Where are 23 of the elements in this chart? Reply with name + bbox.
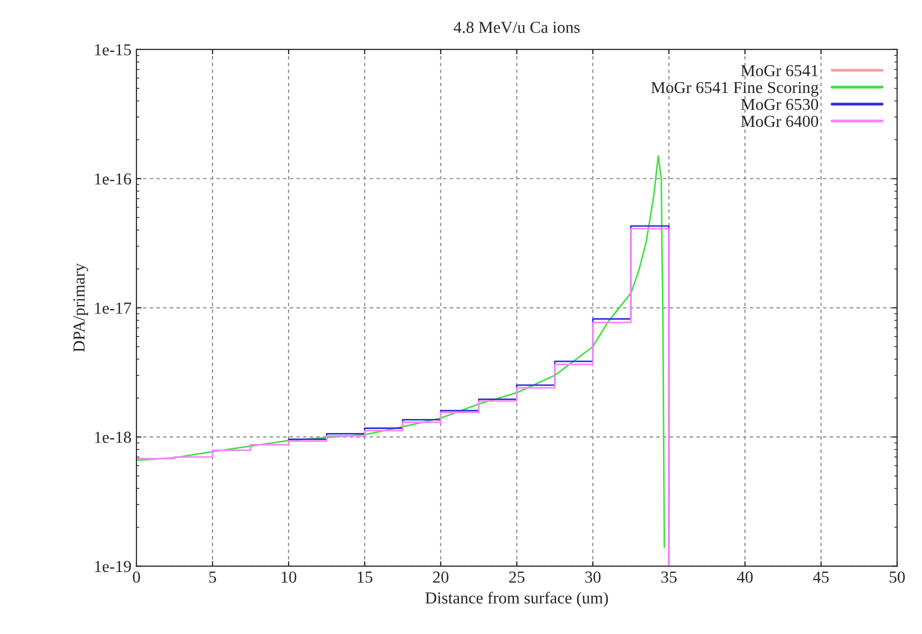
x-tick-label: 30 [585, 572, 601, 583]
y-tick-label: 1e-15 [95, 44, 131, 56]
legend-label: MoGr 6541 [741, 65, 818, 76]
x-tick-label: 20 [433, 572, 448, 583]
y-tick-label: 1e-18 [95, 432, 131, 443]
x-tick-label: 35 [661, 572, 677, 583]
legend-label: MoGr 6400 [741, 116, 818, 127]
x-axis-title: Distance from surface (um) [425, 592, 608, 607]
x-tick-label: 25 [509, 572, 524, 583]
x-tick-label: 15 [358, 572, 372, 583]
y-tick-label: 1e-17 [95, 302, 132, 314]
x-tick-label: 40 [736, 572, 753, 583]
legend-label: MoGr 6541 Fine Scoring [651, 82, 818, 97]
x-tick-label: 5 [209, 572, 216, 583]
legend-label: MoGr 6530 [741, 98, 818, 110]
x-tick-label: 0 [132, 572, 140, 583]
x-tick-label: 45 [813, 572, 829, 583]
y-tick-label: 1e-19 [95, 560, 131, 572]
chart-title: 4.8 MeV/u Ca ions [454, 22, 580, 34]
y-tick-label: 1e-16 [95, 173, 132, 185]
y-axis-title: DPA/primary [73, 263, 88, 352]
x-tick-label: 50 [890, 572, 905, 583]
x-tick-label: 10 [282, 572, 296, 583]
